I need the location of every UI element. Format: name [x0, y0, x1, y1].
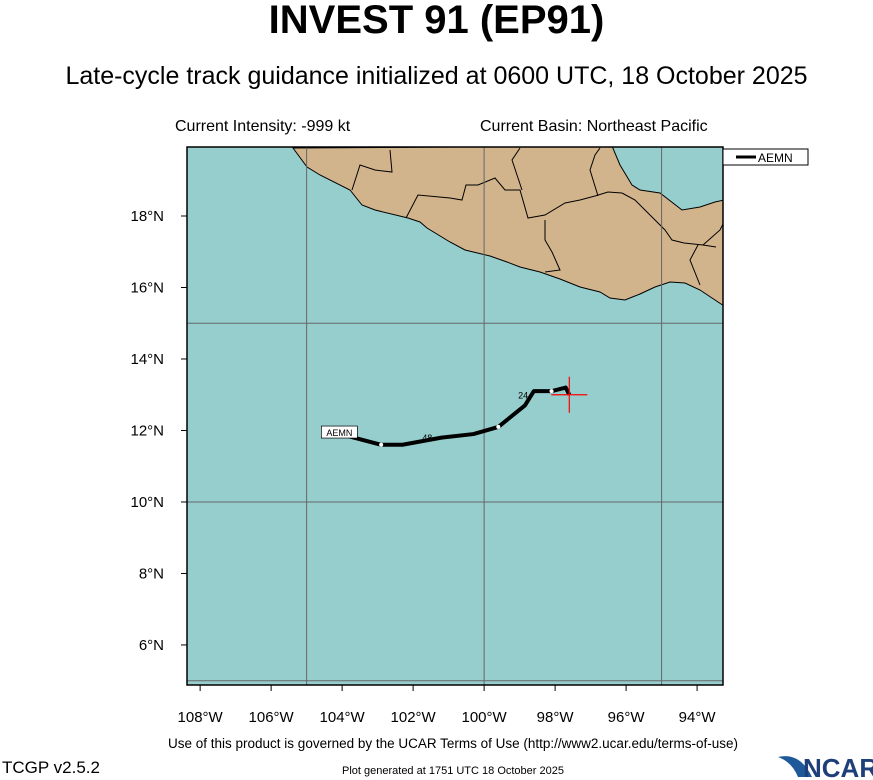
y-tick-label: 10°N	[130, 494, 164, 511]
x-tick-label: 94°W	[679, 709, 717, 726]
track-end-label: AEMN	[326, 428, 352, 438]
axis-ticks: 108°W 106°W 104°W 102°W 100°W 98°W 96°W 94°W 6°N…	[130, 208, 716, 726]
map-frame	[186, 146, 724, 686]
ncar-logo-text: NCAR	[803, 753, 873, 780]
track-point	[549, 389, 554, 394]
y-tick-label: 16°N	[130, 279, 164, 296]
x-tick-label: 98°W	[537, 709, 575, 726]
current-basin: Current Basin: Northeast Pacific	[480, 118, 708, 135]
y-tick-label: 18°N	[130, 208, 164, 225]
state-borders	[351, 147, 723, 286]
generated-timestamp: Plot generated at 1751 UTC 18 October 20…	[342, 765, 564, 777]
grid-lines	[187, 147, 723, 685]
x-tick-label: 96°W	[608, 709, 646, 726]
version-label: TCGP v2.5.2	[2, 758, 100, 777]
plot-subtitle: Late-cycle track guidance initialized at…	[65, 62, 808, 90]
current-intensity: Current Intensity: -999 kt	[175, 118, 351, 135]
legend: AEMN	[722, 148, 809, 166]
terms-of-use: Use of this product is governed by the U…	[168, 736, 738, 751]
forecast-hour-label: 24	[518, 390, 528, 400]
legend-box	[722, 148, 809, 166]
x-tick-label: 108°W	[178, 709, 224, 726]
y-tick-label: 14°N	[130, 351, 164, 368]
forecast-hour-label: 48	[422, 433, 432, 443]
x-tick-label: 102°W	[391, 709, 437, 726]
x-tick-label: 100°W	[462, 709, 508, 726]
track-point	[379, 442, 384, 447]
y-tick-label: 12°N	[130, 422, 164, 439]
land-mexico	[292, 147, 723, 306]
track-layer: AEMN 24 48	[320, 376, 588, 447]
y-tick-label: 6°N	[139, 637, 164, 654]
x-tick-label: 104°W	[320, 709, 366, 726]
ncar-logo: NCAR	[778, 753, 873, 780]
x-tick-label: 106°W	[249, 709, 295, 726]
track-end-label-box	[320, 425, 358, 439]
y-tick-label: 8°N	[139, 565, 164, 582]
legend-label-aemn: AEMN	[758, 151, 793, 165]
plot-title: INVEST 91 (EP91)	[268, 0, 605, 42]
track-point	[496, 424, 501, 429]
